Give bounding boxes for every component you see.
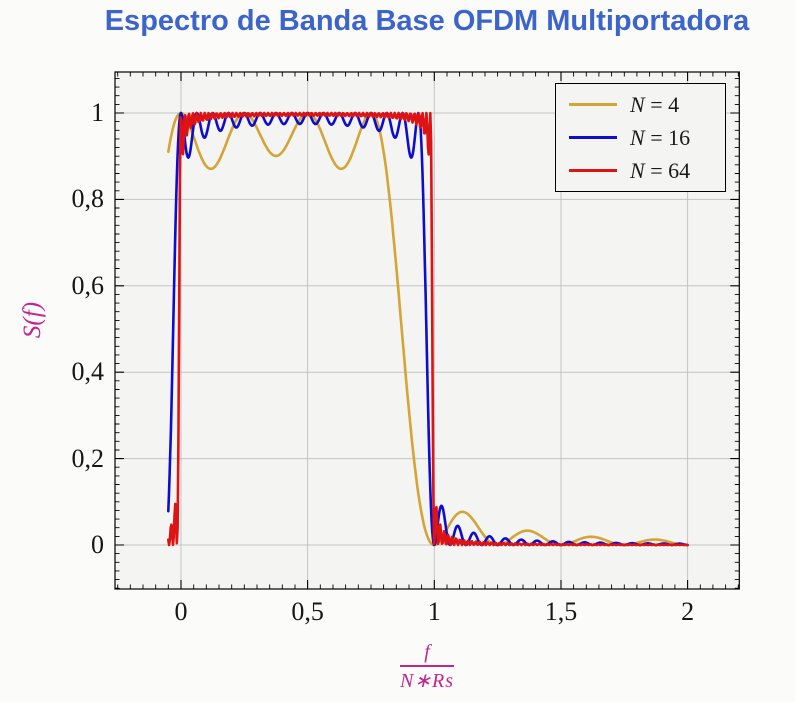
x-axis-label: f N∗Rs: [367, 641, 487, 693]
y-tick-label: 0,4: [71, 357, 105, 387]
x-tick-label: 1,5: [544, 597, 578, 626]
x-axis-fraction-numerator: f: [399, 641, 455, 667]
plot-frame: [114, 71, 740, 590]
x-axis-fraction-denominator: N∗Rs: [399, 670, 455, 692]
minor-ticks: [115, 72, 740, 589]
y-tick-label: 1: [91, 98, 104, 127]
legend-item: N = 4: [556, 92, 725, 118]
curve-64: [167, 111, 689, 547]
y-tick-label: 0: [91, 530, 104, 559]
y-tick-label: 0,2: [71, 443, 105, 473]
curves: [167, 111, 689, 547]
curve-16: [167, 111, 689, 547]
x-tick-label: 0,5: [291, 597, 324, 626]
x-tick-label: 2: [681, 597, 695, 626]
legend-label: N = 4: [630, 91, 680, 117]
legend-item: N = 64: [556, 158, 725, 184]
y-tick-label: 0,8: [71, 184, 105, 214]
legend-label: N = 64: [630, 157, 691, 183]
legend: N = 4 N = 16 N = 64: [555, 83, 726, 192]
legend-item: N = 16: [556, 125, 725, 151]
x-tick-label: 1: [427, 597, 441, 626]
x-axis-fraction: f N∗Rs: [399, 641, 455, 693]
chart-title: Espectro de Banda Base OFDM Multiportado…: [104, 5, 750, 37]
legend-line-swatch: [569, 102, 617, 107]
legend-line-swatch: [569, 135, 617, 140]
y-tick-label: 0,6: [71, 270, 105, 300]
legend-line-swatch: [569, 168, 617, 173]
major-ticks: [115, 72, 740, 589]
legend-label: N = 16: [630, 124, 691, 150]
x-tick-label: 0: [174, 597, 188, 626]
